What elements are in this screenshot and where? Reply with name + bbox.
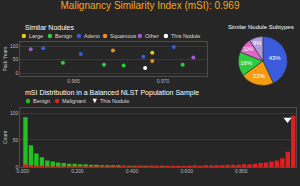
svg-text:0: 0 (16, 164, 19, 170)
svg-text:mSI Distribution in a Balanced: mSI Distribution in a Balanced NLST Popu… (25, 89, 199, 97)
svg-text:Adeno: Adeno (84, 33, 100, 39)
svg-text:Pack Years: Pack Years (2, 46, 8, 72)
svg-text:0.200: 0.200 (71, 168, 84, 174)
svg-text:16%: 16% (240, 60, 253, 66)
svg-text:Malignant: Malignant (62, 98, 86, 104)
svg-text:50: 50 (13, 137, 19, 143)
svg-text:100: 100 (10, 110, 19, 116)
svg-text:Benign: Benign (55, 33, 72, 39)
svg-text:43%: 43% (269, 55, 282, 61)
svg-text:0: 0 (16, 70, 19, 76)
svg-text:0.600: 0.600 (180, 168, 193, 174)
svg-text:10%: 10% (243, 47, 253, 52)
svg-text:This Nodule: This Nodule (171, 33, 200, 39)
svg-text:22%: 22% (253, 73, 266, 79)
svg-text:0.965: 0.965 (67, 78, 80, 84)
svg-text:0.400: 0.400 (126, 168, 139, 174)
svg-text:50: 50 (13, 56, 19, 62)
svg-text:Malignancy Similarity Index (m: Malignancy Similarity Index (mSI): 0.969 (61, 0, 240, 11)
svg-text:Count: Count (2, 130, 8, 144)
svg-text:Other: Other (145, 33, 159, 39)
svg-text:This Nodule: This Nodule (100, 98, 129, 104)
svg-text:Large: Large (29, 33, 43, 39)
svg-text:Similar Nodules: Similar Nodules (25, 24, 75, 31)
svg-text:Similar Nodule Subtypes: Similar Nodule Subtypes (228, 24, 294, 30)
svg-text:9%: 9% (253, 40, 261, 46)
svg-text:Benign: Benign (33, 98, 50, 104)
svg-text:100: 100 (10, 43, 19, 49)
svg-text:0.800: 0.800 (235, 168, 248, 174)
svg-text:0.970: 0.970 (157, 78, 170, 84)
svg-text:0.000: 0.000 (16, 168, 29, 174)
svg-text:Squamous: Squamous (110, 33, 137, 39)
